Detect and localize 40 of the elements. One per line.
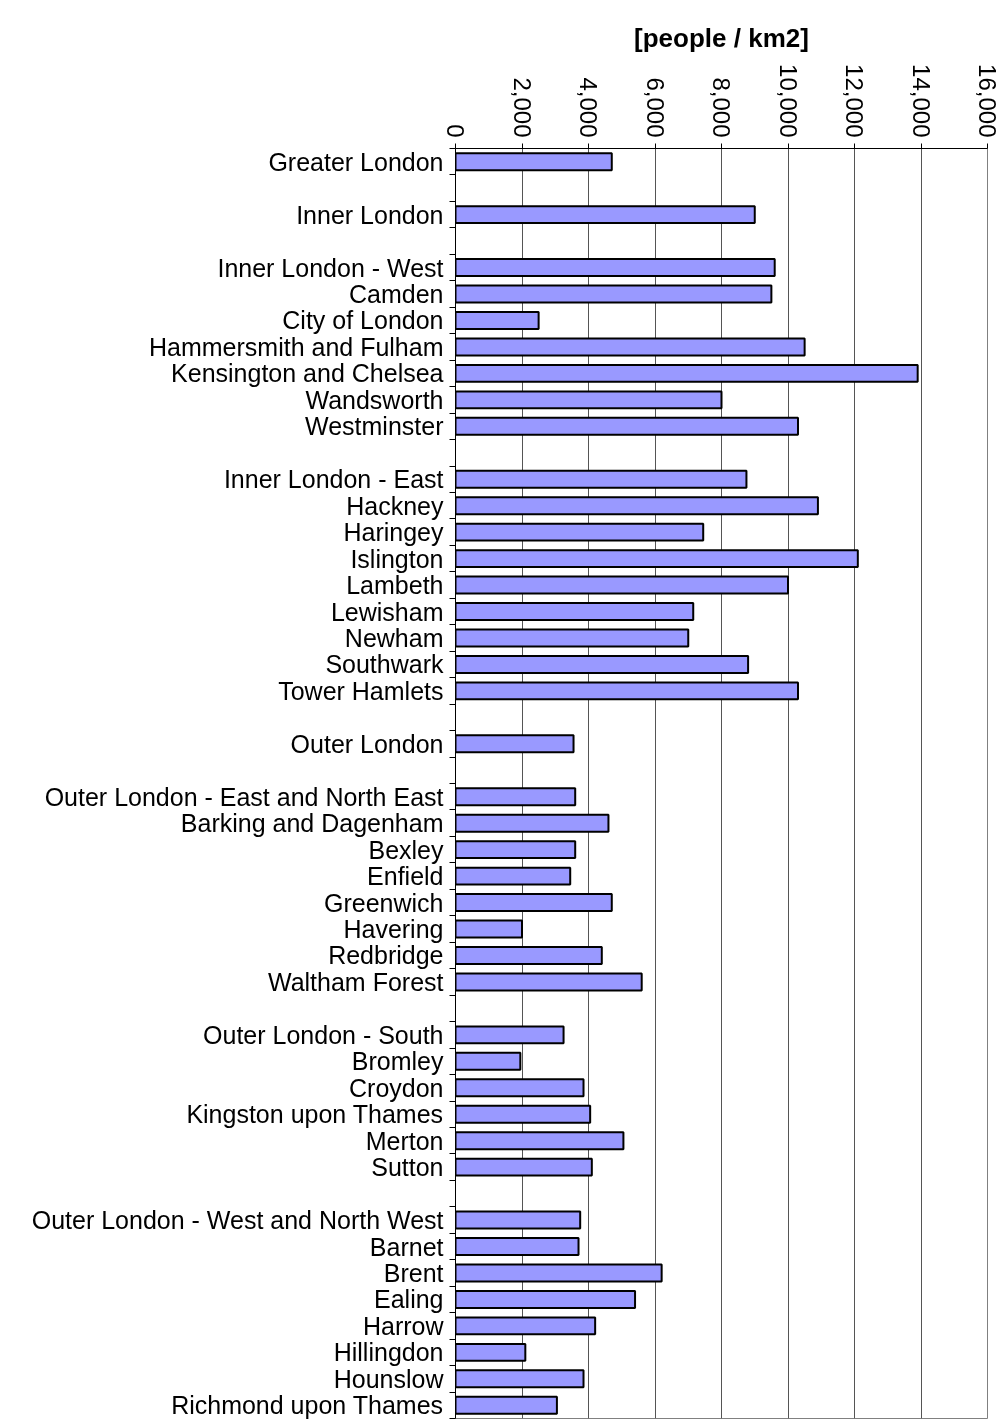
x-tick-label: 12,000 [841,64,868,138]
x-tick-label: 2,000 [508,77,536,138]
y-tick-label: Lewisham [330,597,444,626]
y-tick-label: Outer London - West and North West [31,1206,444,1235]
y-tick-label: Inner London - East [223,465,444,494]
x-axis-title: [people / km2] [634,23,809,54]
y-tick-label: Outer London - South [203,1020,444,1049]
y-tick-label: Wandsworth [305,385,444,414]
y-tick-label: Bexley [368,835,444,864]
y-tick-label: Inner London - West [217,253,444,282]
y-tick-label: Barnet [369,1232,444,1261]
y-tick-label: Richmond upon Thames [171,1391,444,1420]
y-tick-label: Hackney [346,491,444,520]
y-tick-label: Hillingdon [333,1338,444,1367]
x-tick-label: 0 [442,124,469,138]
y-tick-label: Kensington and Chelsea [171,359,444,388]
y-tick-label: Sutton [371,1153,444,1182]
x-tick-label: 4,000 [575,77,602,138]
y-tick-label: Brent [383,1258,444,1287]
y-tick-label: Barking and Dagenham [180,809,444,838]
x-tick-label: 14,000 [907,64,935,138]
y-tick-label: Inner London [296,200,444,229]
y-tick-label: Greenwich [324,888,444,917]
x-tick-label: 8,000 [708,77,735,138]
y-tick-label: Southwark [325,650,444,679]
x-tick-label: 16,000 [974,64,1001,138]
x-tick-label: 10,000 [774,64,802,138]
y-tick-label: Merton [365,1126,444,1155]
y-tick-label: Westminster [305,412,444,441]
y-tick-label: Havering [343,915,444,944]
y-tick-label: Newham [344,623,444,652]
y-tick-label: Greater London [268,147,444,176]
y-tick-label: Ealing [374,1285,444,1314]
y-tick-label: Outer London [290,729,444,758]
y-tick-label: Tower Hamlets [278,676,444,705]
y-tick-label: City of London [282,306,444,335]
y-tick-label: Camden [349,280,444,309]
y-tick-label: Outer London - East and North East [44,782,444,811]
y-tick-label: Bromley [351,1047,444,1076]
x-tick-label: 6,000 [641,77,669,138]
